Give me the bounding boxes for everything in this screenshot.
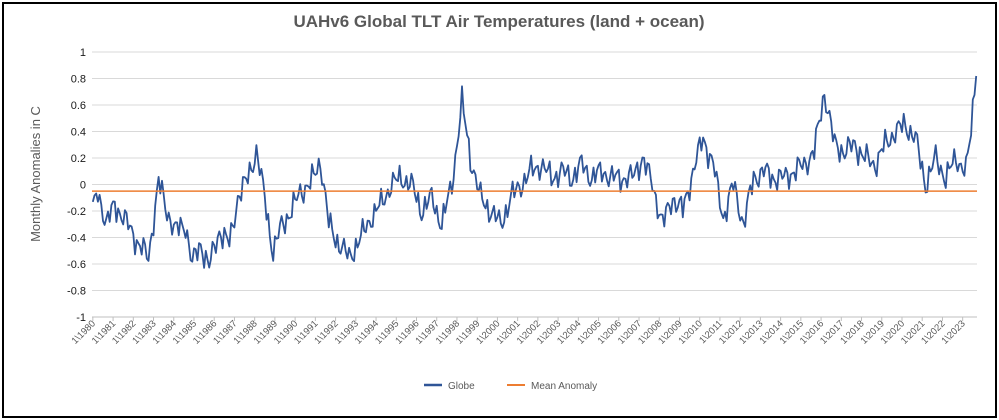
y-tick-label: -0.4	[67, 233, 86, 245]
y-tick-label: -0.8	[67, 286, 86, 298]
series-layer	[91, 75, 978, 269]
x-ticks: 1\19801\19811\19821\19831\19841\19851\19…	[70, 316, 977, 347]
y-tick-label: 1	[80, 47, 86, 59]
y-tick-label: -0.2	[67, 206, 86, 218]
y-ticks: 1 0.8 0.6 0.4 0.2 0 -0.2 -0.4 -0.6 -0.8 -1	[67, 47, 86, 324]
y-tick-label: 0.2	[71, 153, 86, 165]
globe-series-line	[91, 75, 978, 269]
chart-svg: UAHv6 Global TLT Air Temperatures (land …	[28, 12, 978, 392]
y-tick-label: 0.4	[71, 127, 86, 139]
y-axis-label: Monthly Anomalies in C	[28, 106, 43, 242]
legend-globe-label: Globe	[448, 381, 475, 392]
y-tick-label: -0.6	[67, 259, 86, 271]
gridlines	[92, 51, 977, 318]
y-tick-label: -1	[76, 312, 86, 324]
y-tick-label: 0	[80, 180, 86, 192]
chart-title: UAHv6 Global TLT Air Temperatures (land …	[293, 12, 704, 31]
y-tick-label: 0.8	[71, 74, 86, 86]
legend-mean-label: Mean Anomaly	[531, 381, 597, 392]
y-tick-label: 0.6	[71, 100, 86, 112]
legend: Globe Mean Anomaly	[424, 381, 597, 392]
